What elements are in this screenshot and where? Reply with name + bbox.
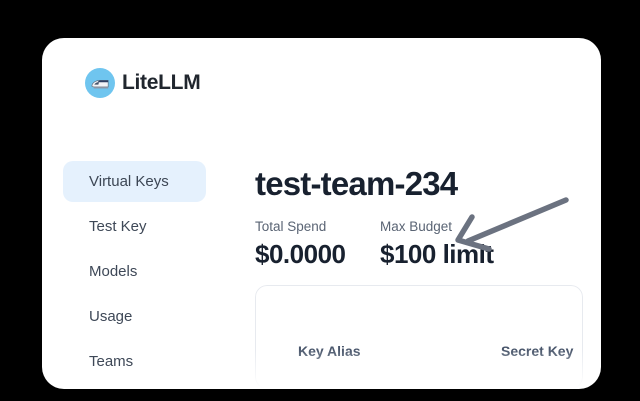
total-spend-stat: Total Spend $0.0000: [255, 218, 346, 269]
sidebar-item-label: Teams: [89, 353, 134, 370]
total-spend-value: $0.0000: [255, 239, 346, 269]
max-budget-stat: Max Budget $100 limit: [380, 218, 494, 269]
sidebar-item-usage[interactable]: Usage: [63, 296, 206, 337]
max-budget-value: $100 limit: [380, 239, 494, 269]
main-card: LiteLLM Virtual Keys Test Key Models Usa…: [42, 38, 601, 389]
train-icon: [91, 79, 109, 88]
sidebar-item-test-key[interactable]: Test Key: [63, 206, 206, 247]
sidebar-item-label: Models: [89, 263, 138, 280]
litellm-logo: [85, 68, 115, 98]
max-budget-label: Max Budget: [380, 219, 453, 234]
column-header-secret-key: Secret Key: [501, 343, 574, 359]
sidebar-item-label: Test Key: [89, 218, 147, 235]
sidebar-item-label: Usage: [89, 308, 133, 325]
keys-table: Key Alias Secret Key: [255, 285, 583, 389]
sidebar-item-models[interactable]: Models: [63, 251, 206, 292]
team-title: test-team-234: [255, 165, 458, 202]
column-header-key-alias: Key Alias: [298, 343, 361, 359]
total-spend-label: Total Spend: [255, 219, 327, 234]
brand-name: LiteLLM: [122, 71, 201, 94]
sidebar-item-label: Virtual Keys: [89, 173, 169, 190]
sidebar-item-virtual-keys[interactable]: Virtual Keys: [63, 161, 206, 202]
sidebar-item-teams[interactable]: Teams: [63, 341, 206, 382]
